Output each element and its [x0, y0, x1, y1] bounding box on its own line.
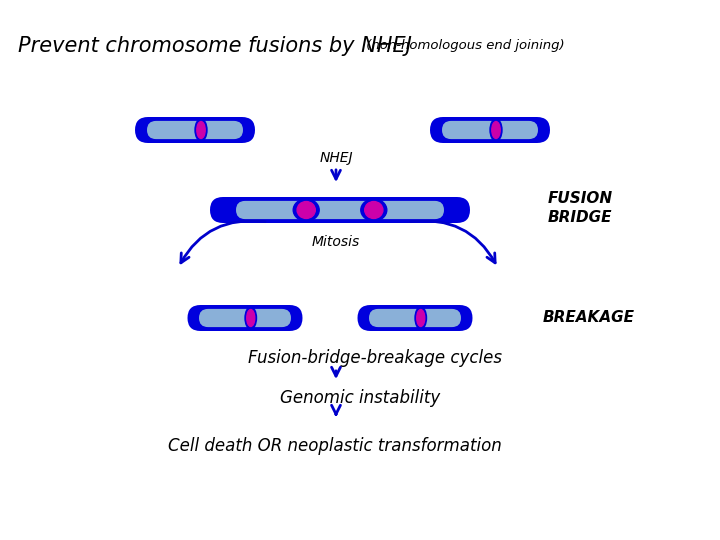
FancyBboxPatch shape	[135, 117, 255, 143]
Ellipse shape	[365, 201, 383, 219]
Ellipse shape	[247, 309, 255, 327]
FancyBboxPatch shape	[358, 305, 472, 331]
Text: NHEJ: NHEJ	[319, 151, 353, 165]
Text: Mitosis: Mitosis	[312, 235, 360, 249]
Ellipse shape	[415, 307, 426, 329]
FancyBboxPatch shape	[199, 309, 291, 327]
Ellipse shape	[197, 122, 205, 138]
Ellipse shape	[361, 199, 387, 221]
Text: Genomic instability: Genomic instability	[280, 389, 440, 407]
Ellipse shape	[492, 122, 500, 138]
FancyBboxPatch shape	[147, 121, 243, 139]
Ellipse shape	[297, 201, 315, 219]
Text: Fusion-bridge-breakage cycles: Fusion-bridge-breakage cycles	[248, 349, 502, 367]
Ellipse shape	[490, 119, 502, 141]
FancyBboxPatch shape	[369, 309, 461, 327]
Ellipse shape	[245, 307, 256, 329]
FancyBboxPatch shape	[187, 305, 302, 331]
Text: BREAKAGE: BREAKAGE	[543, 310, 635, 326]
FancyBboxPatch shape	[210, 197, 470, 223]
FancyBboxPatch shape	[430, 117, 550, 143]
Text: FUSION
BRIDGE: FUSION BRIDGE	[548, 191, 613, 225]
Ellipse shape	[293, 199, 319, 221]
Text: (non-homologous end joining): (non-homologous end joining)	[362, 39, 564, 52]
Ellipse shape	[195, 119, 207, 141]
Text: Prevent chromosome fusions by NHEJ: Prevent chromosome fusions by NHEJ	[18, 36, 412, 56]
FancyBboxPatch shape	[236, 201, 444, 219]
FancyBboxPatch shape	[442, 121, 538, 139]
Text: Cell death OR neoplastic transformation: Cell death OR neoplastic transformation	[168, 437, 502, 455]
Ellipse shape	[417, 309, 425, 327]
